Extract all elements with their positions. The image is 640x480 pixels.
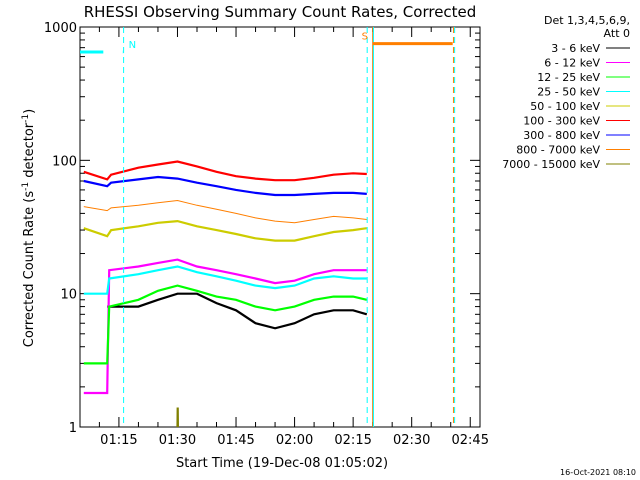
y-axis: 1 10 100 1000: [44, 21, 480, 436]
x-axis-label: Start Time (19-Dec-08 01:05:02): [176, 456, 388, 471]
legend: Det 1,3,4,5,6,9,Att 0 3 - 6 keV 6 - 12 keV…: [502, 14, 630, 171]
series-line-7: [83, 175, 367, 197]
plot-frame: [79, 26, 481, 428]
y-axis-label: Corrected Count Rate (s-1 detector-1): [21, 109, 37, 347]
series-line-1: [107, 292, 368, 330]
series-layer: [83, 160, 368, 427]
series-line-2: [83, 258, 367, 395]
series-line-5: [83, 219, 367, 242]
y-label-text: ): [22, 109, 37, 114]
flag-label-n: N: [129, 40, 136, 51]
legend-label: 12 - 25 keV: [537, 71, 600, 84]
series-line-3: [83, 284, 368, 365]
legend-header: Att 0: [604, 27, 630, 40]
series-line-6: [83, 160, 367, 182]
y-label-text: detector: [22, 122, 37, 182]
flag-label-s: S: [362, 32, 368, 43]
x-tick-label: 01:15: [100, 433, 137, 448]
legend-label: 25 - 50 keV: [537, 86, 600, 99]
legend-label: 6 - 12 keV: [544, 57, 600, 70]
y-tick-label: 10: [60, 288, 77, 303]
series-line-8: [83, 199, 367, 224]
y-label-text: Corrected Count Rate (s: [22, 191, 37, 348]
legend-label: 800 - 7000 keV: [516, 144, 600, 157]
x-tick-label: 01:30: [159, 433, 196, 448]
y-tick-label: 100: [52, 154, 77, 169]
x-tick-label: 02:45: [452, 433, 489, 448]
legend-label: 100 - 300 keV: [523, 115, 600, 128]
y-label-superscript: -1: [21, 114, 31, 123]
timestamp-label: 16-Oct-2021 08:10: [560, 468, 636, 477]
legend-label: 300 - 800 keV: [523, 129, 600, 142]
legend-label: 50 - 100 keV: [530, 100, 600, 113]
series-line-4: [83, 265, 367, 295]
legend-label: 3 - 6 keV: [551, 42, 600, 55]
y-tick-label: 1: [69, 421, 77, 436]
y-tick-label: 1000: [44, 21, 77, 36]
x-tick-label: 02:30: [393, 433, 430, 448]
x-tick-label: 02:00: [276, 433, 313, 448]
x-tick-label: 01:45: [217, 433, 254, 448]
x-axis: 01:15 01:30 01:45 02:00 02:15 02:30 02:45: [98, 27, 489, 448]
chart-title: RHESSI Observing Summary Count Rates, Co…: [84, 3, 477, 21]
legend-header: Det 1,3,4,5,6,9,: [544, 14, 630, 27]
flag-layer: [80, 27, 456, 427]
y-label-superscript: -1: [21, 182, 31, 191]
legend-label: 7000 - 15000 keV: [502, 158, 600, 171]
x-tick-label: 02:15: [334, 433, 371, 448]
